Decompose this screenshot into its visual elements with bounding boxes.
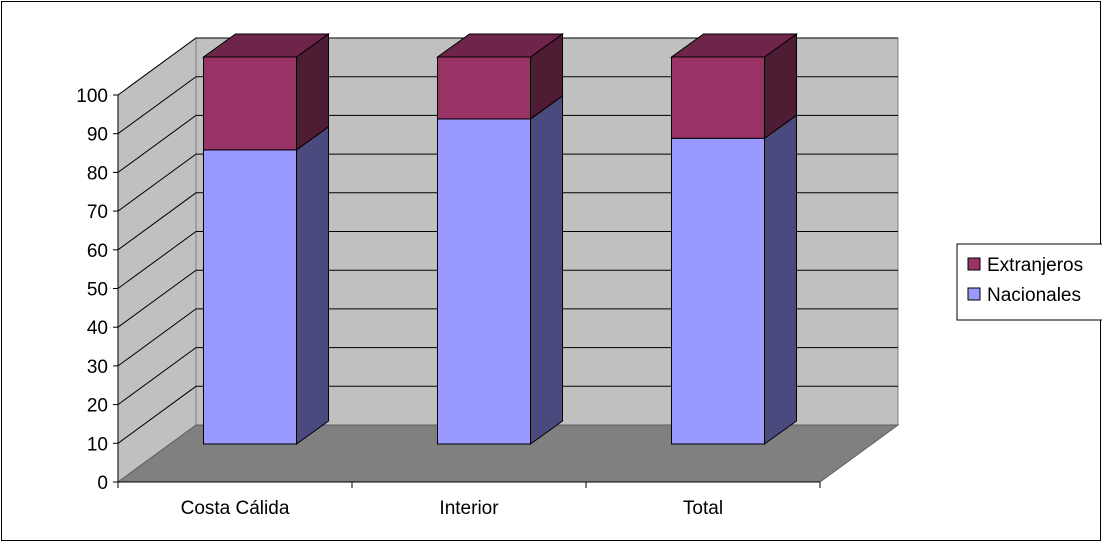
legend-swatch <box>967 287 981 301</box>
y-tick-label: 60 <box>87 241 108 262</box>
legend-label: Extranjeros <box>987 255 1083 276</box>
bar-extranjeros-top <box>669 33 799 58</box>
y-tick-label: 90 <box>87 125 108 146</box>
gridline <box>117 385 898 444</box>
gridline <box>117 192 898 251</box>
bar-nacionales <box>203 149 297 445</box>
bar-nacionales-side <box>296 125 329 445</box>
legend-swatch <box>967 257 981 271</box>
y-tick-label: 70 <box>87 202 108 223</box>
legend-label: Nacionales <box>987 285 1081 306</box>
bar-extranjeros-top <box>201 33 331 58</box>
y-tick-label: 0 <box>97 473 108 494</box>
legend-box <box>956 243 1102 321</box>
gridline <box>117 76 898 135</box>
y-tick-label: 30 <box>87 357 108 378</box>
y-tick-label: 100 <box>76 86 108 107</box>
bar-nacionales-side <box>764 114 797 445</box>
x-category-label: Total <box>683 498 723 519</box>
gridline <box>117 347 898 406</box>
y-tick-label: 80 <box>87 163 108 184</box>
gridline <box>117 114 898 173</box>
gridline <box>117 231 898 289</box>
bar-nacionales <box>437 118 531 445</box>
bar-nacionales-side <box>530 94 563 445</box>
x-category-label: Interior <box>439 498 499 519</box>
gridline <box>117 269 898 328</box>
bar-extranjeros <box>203 56 297 151</box>
y-tick-label: 10 <box>87 434 108 455</box>
gridline <box>117 153 898 212</box>
bar-extranjeros-top <box>435 33 565 58</box>
y-tick-label: 50 <box>87 280 108 301</box>
gridline <box>117 37 898 96</box>
x-category-label: Costa Cálida <box>181 498 290 519</box>
y-tick-label: 20 <box>87 396 108 417</box>
bar-nacionales <box>671 137 765 445</box>
bar-extranjeros <box>671 56 765 139</box>
gridline <box>117 308 898 367</box>
y-tick-label: 40 <box>87 318 108 339</box>
bar-extranjeros <box>437 56 531 120</box>
